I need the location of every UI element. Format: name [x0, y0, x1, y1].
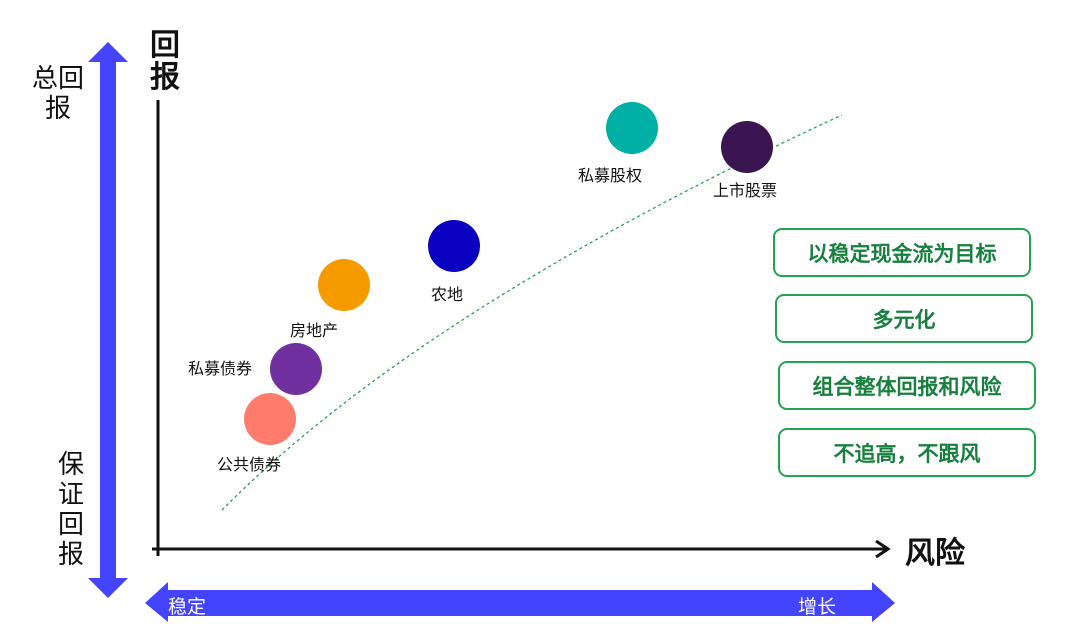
- trend-curve: [221, 114, 843, 511]
- x-axis-title: 风险: [905, 536, 965, 571]
- asset-label: 私募股权: [577, 166, 643, 185]
- asset-label: 上市股票: [712, 181, 778, 200]
- asset-bubble-private-debt: [270, 343, 322, 395]
- asset-label: 房地产: [289, 321, 339, 340]
- x-axis-arrowhead: [875, 539, 891, 559]
- horizontal-double-arrow: [145, 582, 895, 622]
- left-scale-top-label: 总回报: [31, 64, 84, 124]
- asset-bubble-private-equity: [606, 102, 658, 154]
- principle-box: 以稳定现金流为目标: [773, 228, 1031, 277]
- asset-label: 私募债券: [187, 359, 253, 378]
- asset-bubble-listed-equity: [721, 121, 773, 173]
- asset-bubble-farmland: [428, 220, 480, 272]
- vertical-double-arrow: [88, 42, 128, 598]
- asset-bubble-real-estate: [318, 259, 370, 311]
- bottom-scale-left-label: 稳定: [168, 596, 207, 618]
- y-axis-title: 回报: [150, 28, 180, 95]
- principle-box: 多元化: [775, 294, 1033, 343]
- asset-label: 农地: [430, 285, 464, 304]
- principle-box: 组合整体回报和风险: [778, 361, 1036, 410]
- asset-label: 公共债券: [216, 455, 282, 474]
- bottom-scale-right-label: 增长: [798, 596, 837, 618]
- principle-box: 不追高，不跟风: [778, 428, 1036, 477]
- left-scale-bottom-label: 保证回报: [57, 450, 84, 570]
- asset-bubble-public-bonds: [244, 393, 296, 445]
